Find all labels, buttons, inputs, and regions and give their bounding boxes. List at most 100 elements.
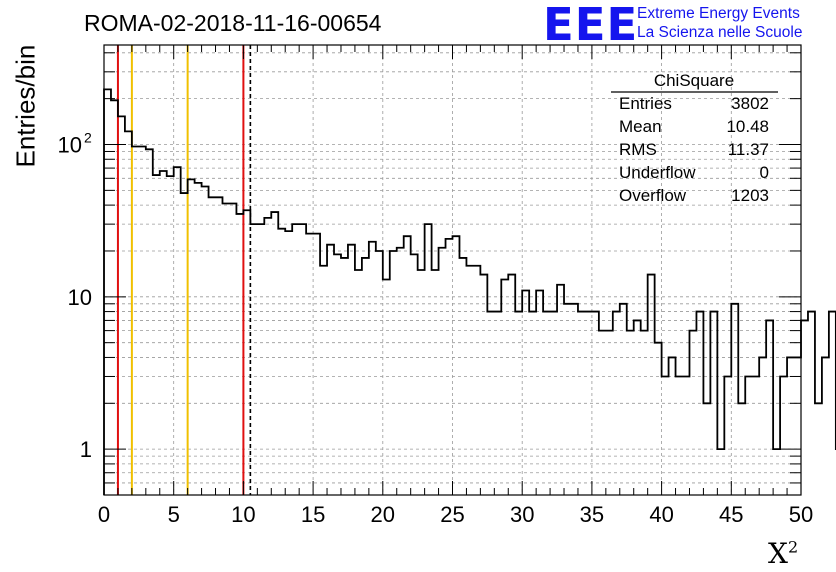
- histogram-bin: [334, 254, 341, 495]
- x-tick-label: 30: [510, 502, 534, 527]
- histogram-bin: [676, 376, 683, 495]
- x-tick-label: 50: [789, 502, 813, 527]
- histogram-bin: [766, 320, 773, 495]
- histogram-bin: [306, 234, 313, 495]
- histogram-bin: [362, 258, 369, 495]
- stats-label: Mean: [619, 117, 662, 136]
- histogram-bin: [801, 320, 808, 495]
- stats-value: 10.48: [726, 117, 769, 136]
- histogram-bin: [376, 251, 383, 495]
- histogram-bin: [188, 179, 195, 495]
- histogram-bin: [613, 312, 620, 495]
- histogram-bin: [271, 212, 278, 495]
- histogram-bin: [578, 312, 585, 495]
- histogram-bin: [794, 357, 801, 495]
- histogram-bin: [390, 251, 397, 495]
- histogram-bin: [550, 312, 557, 495]
- histogram-bin: [292, 224, 299, 495]
- axis-ticks: [103, 45, 802, 495]
- y-tick-label: 10: [68, 285, 92, 310]
- histogram-bin: [703, 403, 710, 495]
- histogram-bin: [752, 376, 759, 495]
- x-tick-label: 20: [371, 502, 395, 527]
- histogram-bin: [606, 331, 613, 495]
- histogram-bin: [181, 193, 188, 495]
- histogram-bin: [459, 258, 466, 495]
- y-tick-exponent: 2: [84, 129, 92, 145]
- histogram-bin: [348, 245, 355, 495]
- histogram-bin: [320, 266, 327, 495]
- histogram-bin: [599, 331, 606, 495]
- histogram-bin: [822, 357, 829, 495]
- histogram-bin: [689, 331, 696, 495]
- histogram-bin: [669, 357, 676, 495]
- histogram-bin: [174, 167, 181, 495]
- logo-line-1: Extreme Energy Events: [637, 5, 800, 22]
- histogram-bin: [229, 203, 236, 495]
- histogram-bin: [710, 312, 717, 495]
- histogram-bin: [327, 245, 334, 495]
- histogram-bin: [404, 236, 411, 495]
- histogram-bin: [313, 234, 320, 495]
- histogram-bin: [153, 175, 160, 495]
- histogram-bin: [634, 320, 641, 495]
- histogram-bin: [724, 376, 731, 495]
- stats-value: 1203: [731, 186, 769, 205]
- plot-title: ROMA-02-2018-11-16-00654: [84, 10, 382, 36]
- histogram-bin: [536, 291, 543, 495]
- histogram-bin: [432, 270, 439, 495]
- histogram-bin: [146, 149, 153, 495]
- histogram-bin: [222, 203, 229, 495]
- histogram-bin: [285, 231, 292, 495]
- histogram-bin: [299, 224, 306, 495]
- stats-name: ChiSquare: [654, 71, 734, 90]
- histogram-bin: [731, 304, 738, 495]
- histogram-bin: [369, 242, 376, 495]
- histogram-bin: [815, 403, 822, 495]
- histogram-bin: [620, 304, 627, 495]
- histogram-bin: [132, 147, 139, 495]
- x-tick-label: 10: [231, 502, 255, 527]
- histogram-bin: [397, 248, 404, 495]
- stats-label: Underflow: [619, 163, 696, 182]
- histogram-bin: [355, 270, 362, 495]
- histogram-bin: [411, 254, 418, 495]
- histogram-bin: [341, 258, 348, 495]
- x-axis-label: X2: [768, 537, 799, 570]
- y-tick-label: 10: [58, 132, 82, 157]
- histogram-bin: [125, 131, 132, 495]
- histogram-bin: [564, 304, 571, 495]
- x-tick-label: 5: [168, 502, 180, 527]
- stats-box: ChiSquare Entries 3802 Mean 10.48 RMS 11.37 Und…: [611, 71, 778, 205]
- histogram-bin: [641, 331, 648, 495]
- histogram-bin: [278, 229, 285, 495]
- histogram-outline: [103, 88, 836, 495]
- x-tick-label: 15: [301, 502, 325, 527]
- histogram-bin: [480, 275, 487, 495]
- histogram-bin: [717, 449, 724, 495]
- histogram-bin: [195, 183, 202, 495]
- histogram-bin: [202, 186, 209, 495]
- histogram-bin: [508, 275, 515, 495]
- grid-lines: [104, 45, 801, 495]
- histogram-bin: [759, 357, 766, 495]
- histogram-bin: [439, 248, 446, 495]
- histogram-bin: [167, 176, 174, 495]
- histogram-bin: [209, 197, 216, 495]
- y-tick-label: 1: [80, 437, 92, 462]
- histogram-bin: [216, 197, 223, 495]
- reference-lines: [116, 45, 252, 495]
- stats-label: Entries: [619, 94, 672, 113]
- stats-value: 11.37: [728, 140, 769, 159]
- histogram-bin: [780, 376, 787, 495]
- histogram-bin: [655, 343, 662, 495]
- stats-value: 3802: [731, 94, 769, 113]
- x-tick-labels: 0 5 10 15 20 25 30 35 40 45 50: [98, 502, 813, 527]
- histogram-bin: [773, 449, 780, 495]
- x-tick-label: 35: [580, 502, 604, 527]
- histogram-bin: [453, 236, 460, 495]
- histogram-bin: [494, 312, 501, 495]
- x-tick-label: 40: [649, 502, 673, 527]
- eee-logo: EEE: [543, 0, 639, 51]
